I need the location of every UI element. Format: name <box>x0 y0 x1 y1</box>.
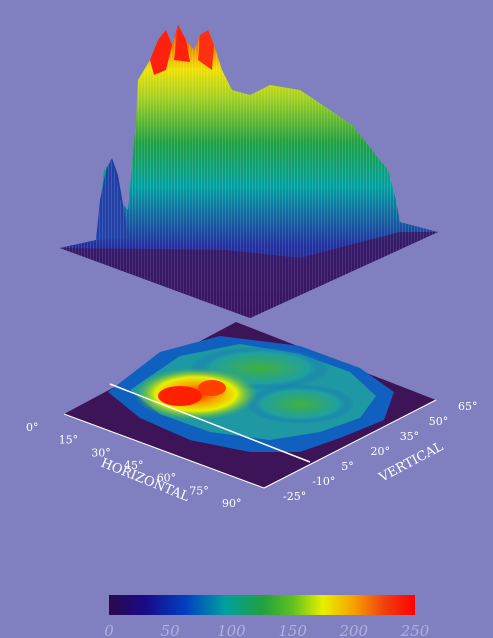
horizontal-tick-label: 60° <box>157 472 177 485</box>
vertical-tick-label: 35° <box>400 430 420 443</box>
horizontal-tick-label: 30° <box>91 446 111 459</box>
colorbar-tick-label: 200 <box>338 622 368 638</box>
horizontal-tick-label: 15° <box>59 434 78 447</box>
heatmap-scan-line <box>109 383 311 463</box>
horizontal-tick-labels: 0° 15° 30° 45° 60° 75° 90° <box>26 421 242 510</box>
vertical-tick-label: 65° <box>458 400 478 413</box>
colorbar-tick-label: 100 <box>217 622 246 638</box>
vertical-tick-label: 5° <box>341 460 354 473</box>
colorbar: 0 50 100 150 200 250 <box>104 595 430 638</box>
vertical-axis-line <box>263 399 437 489</box>
colorbar-gradient <box>109 595 415 615</box>
surface-peaks <box>150 25 214 75</box>
horizontal-tick-label: 45° <box>124 459 144 472</box>
vertical-tick-labels: -25° -10° 5° 20° 35° 50° 65° <box>283 400 478 503</box>
vertical-tick-label: 20° <box>371 445 391 458</box>
surface-plot <box>60 25 438 318</box>
horizontal-tick-label: 0° <box>26 421 39 434</box>
horizontal-tick-label: 75° <box>189 484 209 497</box>
vertical-tick-label: -10° <box>312 475 335 488</box>
vertical-tick-label: -25° <box>283 490 306 503</box>
horizontal-axis-line <box>63 413 265 489</box>
horizontal-axis-title: HORIZONTAL <box>99 456 192 505</box>
heatmap-plane <box>63 322 437 489</box>
colorbar-tick-label: 150 <box>278 622 307 638</box>
colorbar-tick-label: 50 <box>161 622 181 638</box>
surface-wire-hatch <box>60 25 438 318</box>
vertical-tick-label: 50° <box>429 415 449 428</box>
colorbar-tick-labels: 0 50 100 150 200 250 <box>104 622 430 638</box>
horizontal-tick-label: 90° <box>222 497 242 510</box>
colorbar-tick-label: 0 <box>104 622 114 638</box>
colorbar-tick-label: 250 <box>400 622 430 638</box>
